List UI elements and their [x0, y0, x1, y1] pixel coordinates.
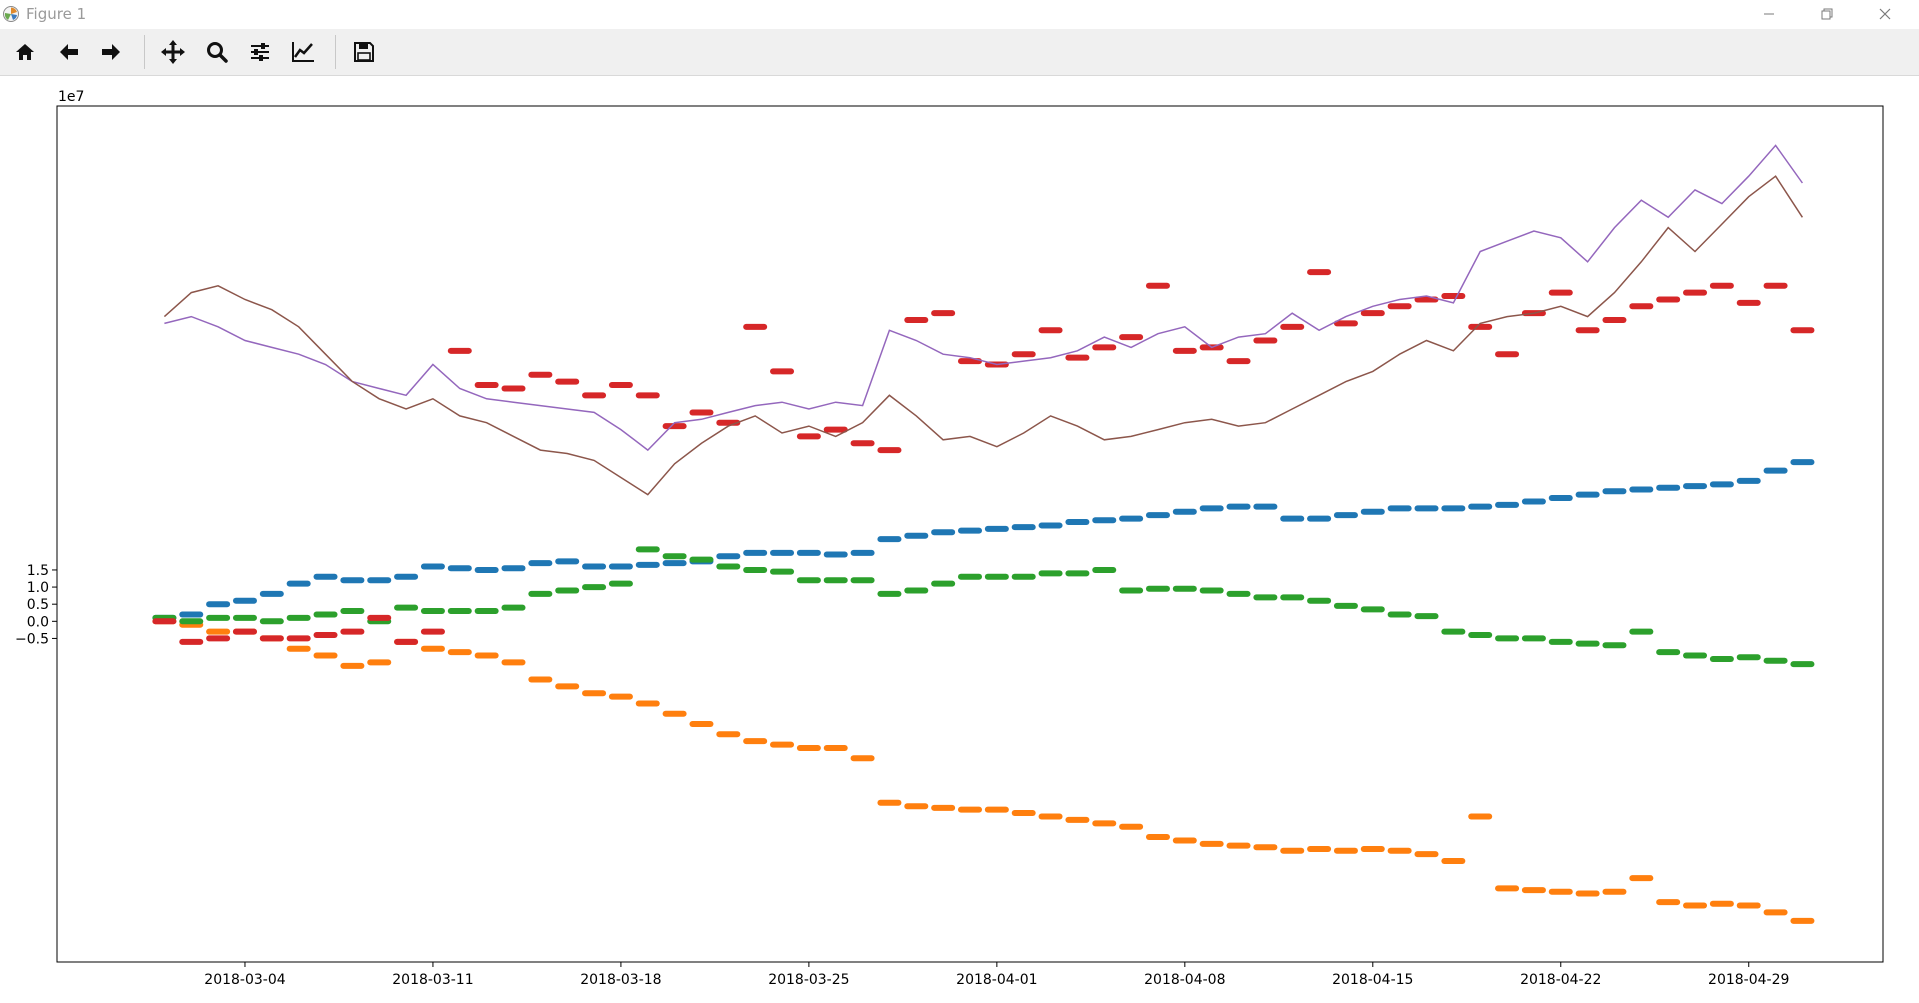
series-3 [152, 269, 1815, 645]
save-button[interactable] [347, 35, 381, 69]
close-button[interactable] [1862, 0, 1908, 28]
configure-subplots-button[interactable] [243, 35, 277, 69]
edit-axis-button[interactable] [286, 35, 320, 69]
home-icon [16, 44, 34, 60]
close-icon [1879, 8, 1891, 20]
y-tick-label: 0.0 [27, 614, 49, 630]
x-tick-label: 2018-03-11 [392, 972, 473, 988]
line-chart-icon [292, 42, 314, 62]
restore-icon [1821, 8, 1833, 20]
series-4-line [164, 144, 1804, 452]
floppy-disk-icon [354, 42, 374, 62]
arrow-right-icon [102, 44, 120, 60]
move-icon [161, 40, 185, 64]
series-2 [152, 546, 1815, 668]
x-tick-label: 2018-04-22 [1520, 972, 1601, 988]
y-tick-label: 1.0 [27, 580, 49, 596]
x-tick-label: 2018-03-18 [580, 972, 661, 988]
x-axis: 2018-03-04 2018-03-11 2018-03-18 2018-03-25… [204, 962, 1789, 988]
magnifier-icon [207, 42, 228, 63]
y-offset-text: 1e7 [58, 89, 84, 105]
y-tick-label: −0.5 [15, 631, 49, 647]
y-tick-label: 0.5 [27, 597, 49, 613]
x-tick-label: 2018-03-25 [768, 972, 849, 988]
chart: 2018-03-04 2018-03-11 2018-03-18 2018-03-25… [15, 89, 1884, 988]
y-axis: −0.50.00.51.01.5 [15, 563, 57, 647]
series-layer [152, 144, 1815, 924]
home-button[interactable] [8, 35, 42, 69]
window-titlebar: Figure 1 [0, 0, 1919, 28]
x-tick-label: 2018-04-01 [956, 972, 1037, 988]
series-0 [152, 459, 1815, 621]
x-tick-label: 2018-04-08 [1144, 972, 1225, 988]
toolbar-separator [144, 35, 145, 69]
series-5-line [163, 175, 1804, 496]
minimize-button[interactable] [1746, 0, 1792, 28]
forward-button[interactable] [94, 35, 128, 69]
minimize-icon [1764, 13, 1774, 15]
zoom-button[interactable] [200, 35, 234, 69]
toolbar-separator [335, 35, 336, 69]
x-tick-label: 2018-03-04 [204, 972, 285, 988]
x-tick-label: 2018-04-29 [1708, 972, 1789, 988]
back-button[interactable] [52, 35, 86, 69]
series-1 [152, 618, 1815, 924]
figure-canvas[interactable]: 2018-03-04 2018-03-11 2018-03-18 2018-03-25… [0, 76, 1919, 1003]
matplotlib-logo-icon [3, 6, 19, 22]
restore-button[interactable] [1804, 0, 1850, 28]
arrow-left-icon [60, 44, 78, 60]
window-title: Figure 1 [26, 5, 87, 23]
x-tick-label: 2018-04-15 [1332, 972, 1413, 988]
axes-frame [56, 105, 1884, 963]
sliders-icon [251, 43, 269, 61]
pan-button[interactable] [156, 35, 190, 69]
y-tick-label: 1.5 [27, 563, 49, 579]
navigation-toolbar [0, 29, 1919, 76]
